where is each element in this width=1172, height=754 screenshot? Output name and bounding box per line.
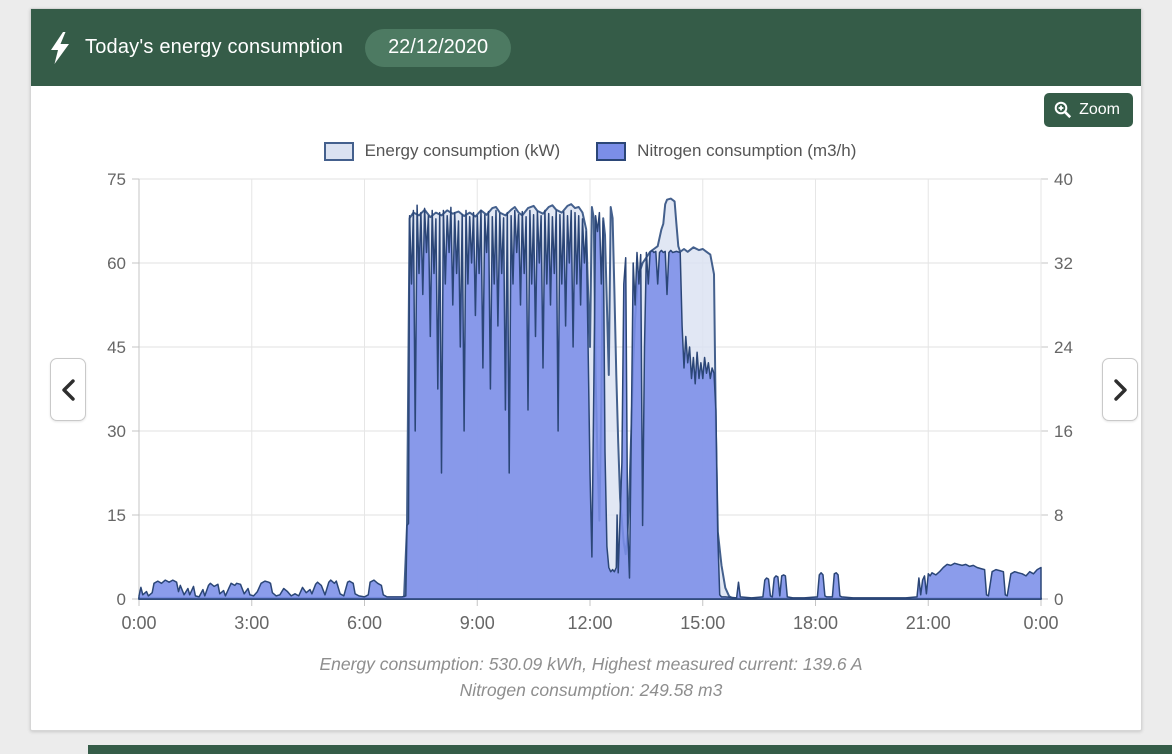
y-axis-right-label: 16 [1054,422,1073,441]
y-axis-right-label: 8 [1054,506,1063,525]
next-card-header-edge [88,745,1172,754]
previous-day-button[interactable] [50,358,86,421]
nitrogen-series-area [138,204,1042,600]
consumption-area-chart[interactable]: 0 0 15 8 30 16 45 24 60 32 75 40 0:00 3:00 6:00 9:00 12:… [107,170,1073,633]
y-axis-right-label: 40 [1054,170,1073,189]
y-axis-right-label: 0 [1054,590,1063,609]
summary-energy-line: Energy consumption: 530.09 kWh, Highest … [319,654,863,674]
y-axis-left-label: 60 [107,254,126,273]
x-axis-label: 0:00 [121,613,156,633]
legend-item-nitrogen: Nitrogen consumption (m3/h) [596,141,856,161]
page-title: Today's energy consumption [85,36,344,58]
magnifier-plus-icon [1054,101,1072,119]
card-header: Today's energy consumption 22/12/2020 [31,9,1141,86]
x-axis-label: 0:00 [1023,613,1058,633]
x-axis-label: 18:00 [793,613,838,633]
chart-legend: Energy consumption (kW) Nitrogen consump… [139,141,1041,161]
y-axis-left-label: 30 [107,422,126,441]
y-axis-left-label: 45 [107,338,126,357]
date-badge: 22/12/2020 [365,28,512,67]
y-axis-left-label: 0 [117,590,126,609]
energy-series-label: Energy consumption (kW) [364,141,561,160]
energy-series-area [138,197,1042,600]
legend-item-energy: Energy consumption (kW) [323,141,561,161]
y-axis-left-label: 75 [107,170,126,189]
chevron-right-icon [1113,378,1127,401]
zoom-button[interactable]: Zoom [1044,93,1133,127]
zoom-button-label: Zoom [1079,101,1120,118]
summary-nitrogen-line: Nitrogen consumption: 249.58 m3 [459,680,723,700]
lightning-bolt-icon [51,31,69,64]
x-axis-label: 21:00 [906,613,951,633]
x-axis-label: 12:00 [567,613,612,633]
y-axis-left-label: 15 [107,506,126,525]
energy-consumption-card: Today's energy consumption 22/12/2020 Zo… [30,8,1142,731]
y-axis-right-label: 32 [1054,254,1073,273]
x-axis-label: 15:00 [680,613,725,633]
next-day-button[interactable] [1102,358,1138,421]
x-axis-label: 3:00 [234,613,269,633]
x-axis-label: 6:00 [347,613,382,633]
nitrogen-series-label: Nitrogen consumption (m3/h) [637,141,857,160]
x-axis-label: 9:00 [460,613,495,633]
chevron-left-icon [61,378,75,401]
chart-summary: Energy consumption: 530.09 kWh, Highest … [136,651,1046,703]
chart-plot-area[interactable]: 0 0 15 8 30 16 45 24 60 32 75 40 0:00 3:00 6:00 9:00 12:… [107,170,1073,633]
y-axis-right-label: 24 [1054,338,1073,357]
energy-series-swatch [323,141,354,161]
nitrogen-series-swatch [596,141,627,161]
